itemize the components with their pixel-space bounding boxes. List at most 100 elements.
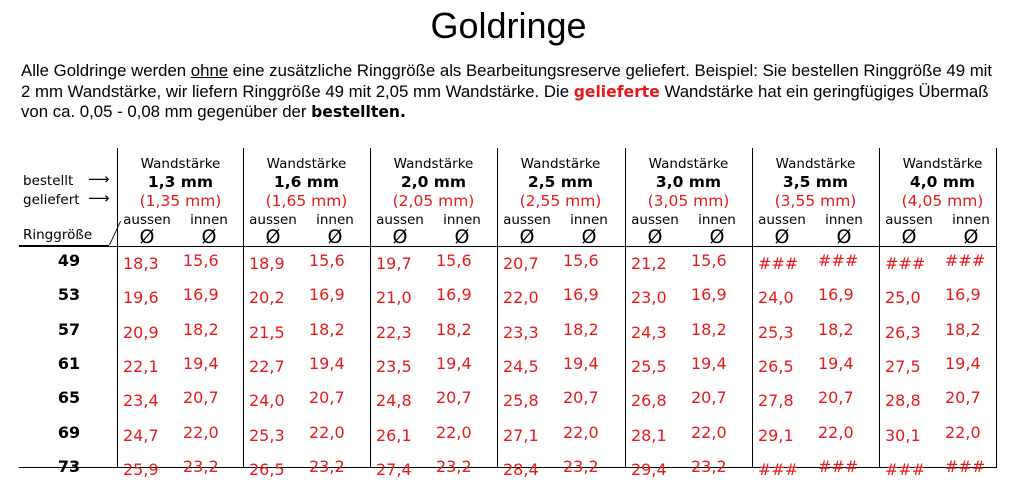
inner-diameter-cell: 23,2 [563, 457, 599, 476]
outer-diameter-cell: 22,7 [249, 357, 285, 376]
label-bestellt: bestellt [23, 173, 74, 189]
outer-diameter-cell: 19,7 [376, 254, 412, 273]
inner-diameter-cell: 23,2 [436, 457, 472, 476]
ordered-thickness: 3,5 mm [782, 173, 849, 191]
outer-diameter-cell: ### [758, 460, 799, 479]
inner-diameter-cell: 22,0 [818, 423, 854, 442]
wall-thickness-label: Wandstärke [648, 156, 729, 172]
inner-diameter-cell: 19,4 [183, 354, 219, 373]
column-divider [625, 148, 626, 468]
inner-diameter-cell: 19,4 [818, 354, 854, 373]
inner-label: innen [698, 212, 736, 228]
diameter-icon: Ø [392, 226, 408, 248]
delivered-thickness: (2,05 mm) [392, 192, 475, 210]
outer-diameter-cell: 24,7 [123, 426, 159, 445]
outer-diameter-cell: 27,5 [885, 357, 921, 376]
outer-diameter-cell: 20,7 [503, 254, 539, 273]
outer-label: aussen [249, 212, 297, 228]
outer-diameter-cell: 20,2 [249, 288, 285, 307]
outer-diameter-cell: 23,4 [123, 391, 159, 410]
inner-diameter-cell: 20,7 [309, 388, 345, 407]
outer-diameter-cell: 18,9 [249, 254, 285, 273]
outer-diameter-cell: 25,8 [503, 391, 539, 410]
inner-diameter-cell: 18,2 [691, 320, 727, 339]
diameter-icon: Ø [519, 226, 535, 248]
wall-thickness-label: Wandstärke [393, 156, 474, 172]
ring-size-57: 57 [57, 320, 81, 339]
wall-thickness-label: Wandstärke [266, 156, 347, 172]
ordered-thickness: 3,0 mm [655, 173, 722, 191]
column-divider [117, 148, 118, 468]
header-divider [19, 246, 997, 247]
outer-diameter-cell: 18,3 [123, 254, 159, 273]
outer-diameter-cell: 21,2 [631, 254, 667, 273]
ordered-thickness: 1,6 mm [273, 173, 340, 191]
outer-label: aussen [376, 212, 424, 228]
outer-diameter-cell: 25,0 [885, 288, 921, 307]
inner-diameter-cell: 15,6 [309, 251, 345, 270]
diameter-icon: Ø [774, 226, 790, 248]
inner-diameter-cell: 19,4 [945, 354, 981, 373]
inner-diameter-cell: 16,9 [691, 285, 727, 304]
delivered-thickness: (2,55 mm) [519, 192, 602, 210]
inner-diameter-cell: 16,9 [818, 285, 854, 304]
outer-diameter-cell: 22,1 [123, 357, 159, 376]
outer-diameter-cell: 26,5 [758, 357, 794, 376]
column-divider [752, 148, 753, 468]
inner-diameter-cell: 22,0 [945, 423, 981, 442]
inner-diameter-cell: 19,4 [309, 354, 345, 373]
inner-diameter-cell: 20,7 [563, 388, 599, 407]
inner-diameter-cell: 20,7 [691, 388, 727, 407]
outer-diameter-cell: 27,8 [758, 391, 794, 410]
outer-diameter-cell: 27,1 [503, 426, 539, 445]
inner-label: innen [952, 212, 990, 228]
inner-diameter-cell: 15,6 [436, 251, 472, 270]
outer-diameter-cell: 22,3 [376, 323, 412, 342]
column-divider [497, 148, 498, 468]
inner-diameter-cell: 18,2 [945, 320, 981, 339]
inner-diameter-cell: 18,2 [563, 320, 599, 339]
outer-diameter-cell: 24,0 [249, 391, 285, 410]
table-bottom-line [19, 467, 997, 468]
inner-diameter-cell: 23,2 [309, 457, 345, 476]
inner-diameter-cell: ### [945, 251, 986, 270]
column-header-7: Wandstärke 4,0 mm (4,05 mm) [879, 148, 1006, 212]
ringgroesse-divider [19, 245, 109, 246]
inner-diameter-cell: 15,6 [183, 251, 219, 270]
ordered-thickness: 2,0 mm [400, 173, 467, 191]
arrow-right-icon: ⟶ [88, 189, 110, 207]
wall-thickness-label: Wandstärke [902, 156, 983, 172]
outer-label: aussen [758, 212, 806, 228]
inner-diameter-cell: 19,4 [691, 354, 727, 373]
diameter-icon: Ø [139, 226, 155, 248]
outer-diameter-cell: 23,0 [631, 288, 667, 307]
outer-diameter-cell: 26,1 [376, 426, 412, 445]
inner-diameter-cell: 16,9 [309, 285, 345, 304]
inner-label: innen [316, 212, 354, 228]
inner-diameter-cell: 18,2 [818, 320, 854, 339]
outer-diameter-cell: 26,5 [249, 460, 285, 479]
inner-diameter-cell: 18,2 [309, 320, 345, 339]
inner-diameter-cell: 23,2 [183, 457, 219, 476]
inner-diameter-cell: ### [818, 251, 859, 270]
ordered-thickness: 4,0 mm [909, 173, 976, 191]
intro-text-2: eine zusätzliche Ringgröße als Bearbeitu… [21, 61, 993, 101]
outer-diameter-cell: 24,0 [758, 288, 794, 307]
column-header-5: Wandstärke 3,0 mm (3,05 mm) [625, 148, 752, 212]
column-header-1: Wandstärke 1,3 mm (1,35 mm) [117, 148, 244, 212]
delivered-thickness: (1,35 mm) [139, 192, 222, 210]
diameter-icon: Ø [581, 226, 597, 248]
inner-diameter-cell: ### [945, 457, 986, 476]
diameter-icon: Ø [709, 226, 725, 248]
outer-label: aussen [503, 212, 551, 228]
outer-label: aussen [885, 212, 933, 228]
outer-diameter-cell: 26,8 [631, 391, 667, 410]
outer-diameter-cell: 28,8 [885, 391, 921, 410]
inner-diameter-cell: 20,7 [183, 388, 219, 407]
page-title: Goldringe [430, 5, 587, 46]
inner-diameter-cell: 15,6 [563, 251, 599, 270]
inner-diameter-cell: 18,2 [436, 320, 472, 339]
outer-diameter-cell: 29,1 [758, 426, 794, 445]
diameter-icon: Ø [454, 226, 470, 248]
column-divider [879, 148, 880, 468]
